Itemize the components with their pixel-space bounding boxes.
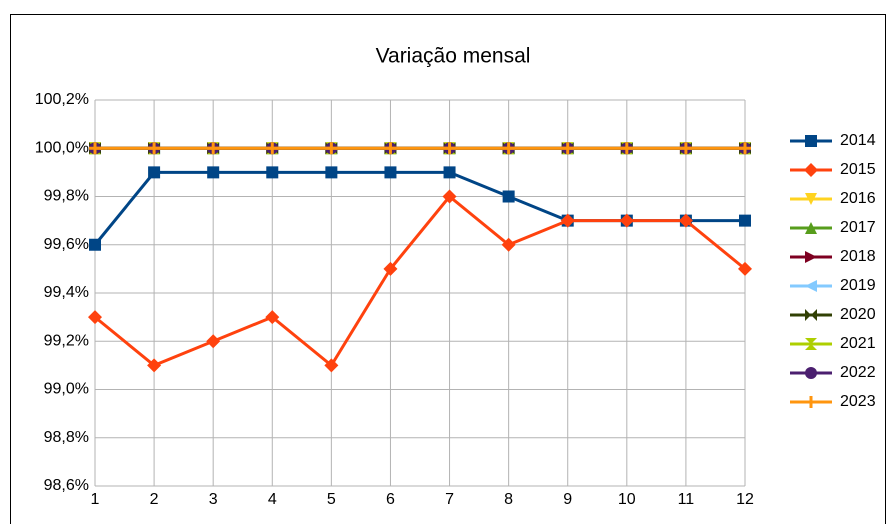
marker: [805, 222, 817, 234]
x-tick-label: 1: [91, 491, 100, 508]
x-tick-label: 12: [736, 491, 754, 508]
marker: [805, 338, 817, 350]
x-tick-label: 8: [504, 491, 513, 508]
marker: [805, 309, 817, 321]
marker: [442, 189, 457, 204]
marker: [324, 358, 339, 373]
legend-label: 2015: [840, 161, 876, 178]
marker: [325, 166, 338, 179]
marker: [502, 190, 515, 203]
marker: [266, 166, 279, 179]
marker: [443, 166, 456, 179]
y-tick-label: 100,0%: [35, 139, 89, 156]
marker: [560, 213, 575, 228]
marker: [147, 358, 162, 373]
line: [94, 194, 746, 368]
marker: [805, 367, 817, 379]
marker: [265, 310, 280, 325]
marker: [805, 280, 817, 292]
x-tick-label: 10: [618, 491, 636, 508]
marker: [738, 261, 752, 276]
marker: [561, 142, 574, 155]
series: [88, 189, 752, 373]
chart-title: Variação mensal: [376, 45, 531, 68]
x-tick-label: 7: [445, 491, 454, 508]
x-tick-label: 11: [678, 491, 695, 508]
marker: [679, 142, 692, 155]
marker: [502, 142, 515, 155]
y-tick-label: 98,8%: [44, 429, 89, 446]
marker: [384, 142, 397, 155]
y-tick-label: 99,2%: [44, 332, 89, 349]
marker: [88, 310, 102, 325]
y-tick-label: 99,4%: [44, 284, 89, 301]
legend-label: 2021: [840, 335, 876, 352]
marker: [89, 238, 101, 251]
marker: [805, 396, 817, 408]
marker: [739, 142, 751, 155]
marker: [207, 142, 220, 155]
marker: [805, 193, 817, 205]
legend-label: 2019: [840, 277, 876, 294]
chart-border: [10, 14, 886, 524]
legend-label: 2023: [840, 393, 876, 410]
marker: [619, 213, 634, 228]
marker: [89, 142, 101, 155]
marker: [384, 166, 397, 179]
marker: [206, 334, 221, 349]
legend-label: 2014: [840, 132, 876, 149]
marker: [266, 142, 279, 155]
marker: [805, 251, 817, 263]
marker: [148, 142, 161, 155]
marker: [148, 166, 161, 179]
marker: [325, 142, 338, 155]
y-tick-label: 98,6%: [44, 477, 89, 494]
legend-label: 2016: [840, 190, 876, 207]
x-tick-label: 4: [268, 491, 277, 508]
x-tick-label: 5: [327, 491, 336, 508]
marker: [620, 142, 633, 155]
x-tick-label: 2: [150, 491, 159, 508]
marker: [383, 261, 398, 276]
y-tick-label: 100,2%: [35, 91, 89, 108]
x-tick-label: 9: [563, 491, 572, 508]
series: [89, 142, 751, 155]
marker: [804, 163, 818, 177]
legend-label: 2018: [840, 248, 876, 265]
marker: [501, 237, 516, 252]
y-tick-label: 99,0%: [44, 381, 89, 398]
marker: [207, 166, 220, 179]
marker: [739, 214, 751, 227]
legend-label: 2022: [840, 364, 876, 381]
marker: [443, 142, 456, 155]
legend-label: 2020: [840, 306, 876, 323]
marker: [678, 213, 693, 228]
x-tick-label: 6: [386, 491, 395, 508]
y-tick-label: 99,6%: [44, 236, 89, 253]
y-tick-label: 99,8%: [44, 188, 89, 205]
legend-label: 2017: [840, 219, 876, 236]
x-tick-label: 3: [209, 491, 218, 508]
marker: [805, 135, 817, 147]
